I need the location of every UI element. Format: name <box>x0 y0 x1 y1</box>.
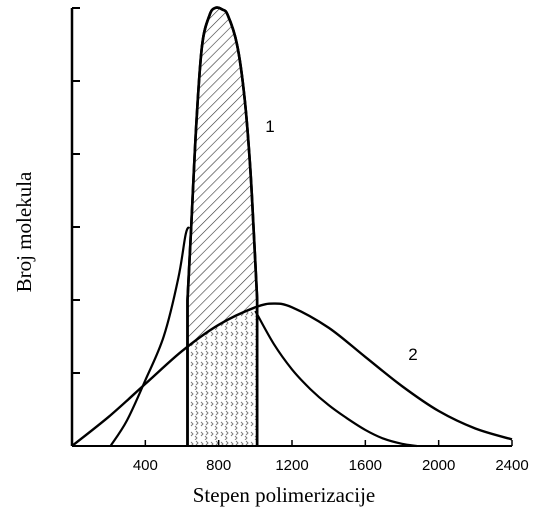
x-ticks: 400 800 1200 1600 2000 2400 <box>133 440 529 474</box>
series-1-outline <box>186 6 259 301</box>
x-tick-label: 2000 <box>422 457 455 474</box>
series-labels: 12 <box>265 117 417 364</box>
right-branch-curve <box>254 310 417 448</box>
series-label: 1 <box>265 117 274 136</box>
x-tick-label: 2400 <box>495 457 528 474</box>
x-axis-title: Stepen polimerizacije <box>193 483 376 507</box>
left-branch-curve <box>109 226 191 447</box>
series-label: 2 <box>408 345 417 364</box>
curves <box>71 6 513 448</box>
axes: 400 800 1200 1600 2000 2400 <box>70 7 529 474</box>
x-tick-label: 800 <box>206 457 231 474</box>
x-tick-label: 1200 <box>275 457 308 474</box>
y-axis-title: Broj molekula <box>12 171 36 292</box>
plot-regions <box>187 8 258 446</box>
series-2-curve <box>71 302 513 447</box>
y-ticks <box>72 7 80 374</box>
x-tick-label: 1600 <box>349 457 382 474</box>
x-tick-label: 400 <box>133 457 158 474</box>
